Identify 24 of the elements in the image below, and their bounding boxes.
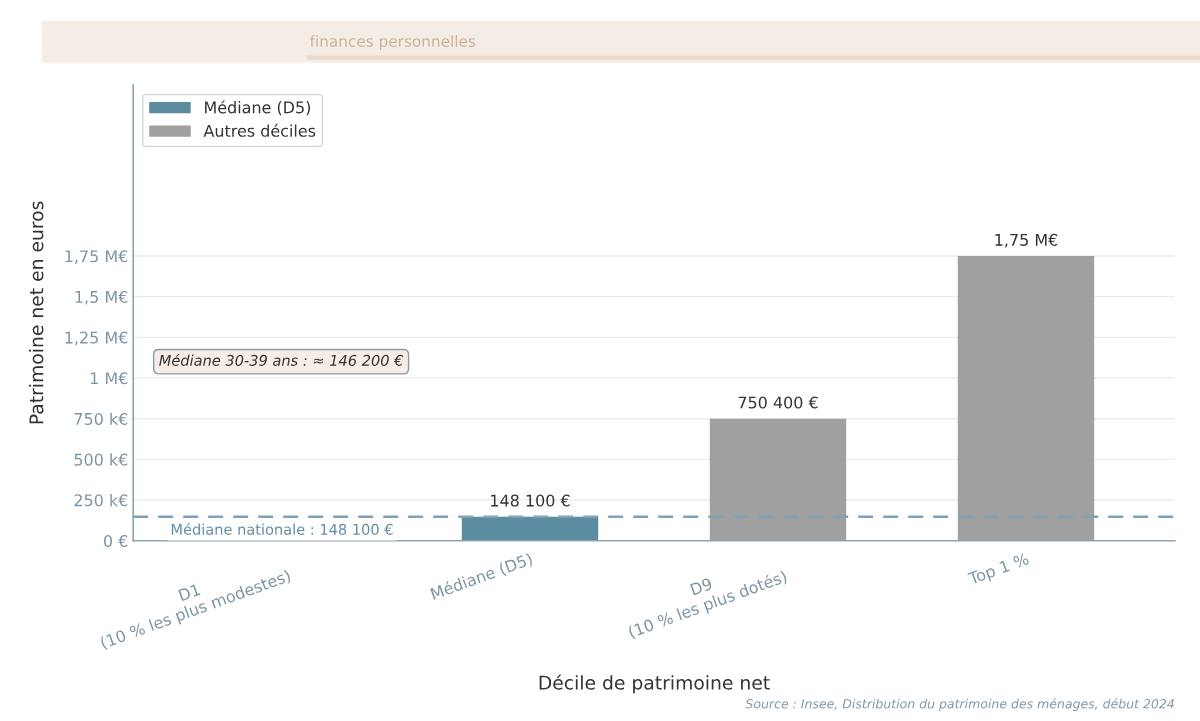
data-label: 1,75 M€ <box>995 233 1058 248</box>
data-label: 148 100 € <box>491 494 570 507</box>
y-tick-label: 500 k€ <box>74 453 128 466</box>
y-tick-label: 0 € <box>103 534 128 548</box>
x-axis-title: Décile de patrimoine net <box>539 674 770 694</box>
source-note: Source : Insee, Distribution du patrimoine des ménages, début 2024 <box>745 698 1174 711</box>
bar <box>461 516 599 541</box>
chart-subtitle: finances personnelles <box>309 35 476 50</box>
ref-line-label: Médiane nationale : 148 100 € <box>171 523 393 535</box>
x-tick-label: Top 1 % <box>967 552 1031 588</box>
legend-label: Autres déciles <box>203 123 316 137</box>
annotation: Médiane 30-39 ans : ≈ 146 200 € <box>159 354 404 366</box>
bar <box>709 418 847 541</box>
y-tick-label: 1 M€ <box>90 372 128 385</box>
y-tick-label: 1,5 M€ <box>75 290 128 305</box>
data-label: 750 400 € <box>738 396 818 409</box>
y-tick-label: 750 k€ <box>74 412 128 425</box>
bar <box>957 255 1095 541</box>
y-tick-label: 1,25 M€ <box>65 331 128 346</box>
legend-label: Médiane (D5) <box>205 100 311 116</box>
y-tick-label: 250 k€ <box>74 494 128 507</box>
y-axis-title: Patrimoine net en euros <box>28 201 44 424</box>
x-tick-label: D9 (10 % les plus dotés) <box>627 569 789 641</box>
y-tick-label: 1,75 M€ <box>65 250 128 264</box>
